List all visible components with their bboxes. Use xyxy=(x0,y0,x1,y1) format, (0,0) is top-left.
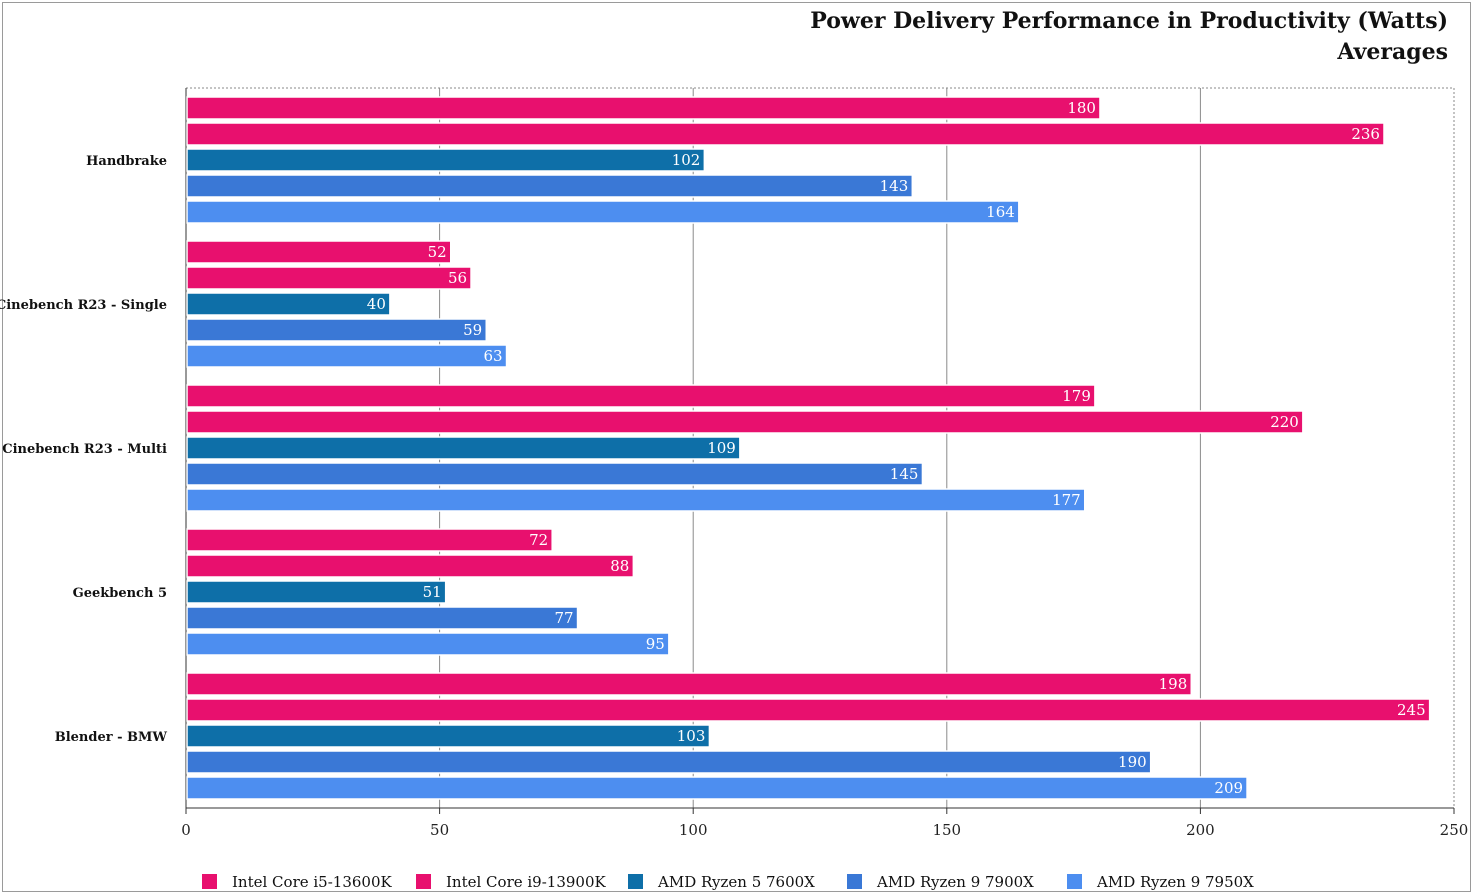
bar-value-label: 59 xyxy=(463,321,482,339)
bar xyxy=(186,96,1101,120)
bar-value-label: 179 xyxy=(1062,387,1091,405)
bar xyxy=(186,318,487,342)
legend-swatch xyxy=(202,874,217,889)
bar-value-label: 109 xyxy=(707,439,736,457)
bar-value-label: 209 xyxy=(1214,779,1243,797)
bar xyxy=(186,698,1431,722)
bar xyxy=(186,580,447,604)
bar xyxy=(186,410,1304,434)
bar xyxy=(186,292,391,316)
bar xyxy=(186,488,1086,512)
legend[interactable]: Intel Core i5-13600K Intel Core i9-13900K… xyxy=(202,873,1254,891)
bar xyxy=(186,240,452,264)
legend-label[interactable]: AMD Ryzen 9 7900X xyxy=(876,873,1034,891)
legend-label[interactable]: AMD Ryzen 9 7950X xyxy=(1096,873,1254,891)
x-tick-label: 50 xyxy=(430,821,449,839)
bar-value-label: 220 xyxy=(1270,413,1299,431)
x-tick-label: 150 xyxy=(932,821,961,839)
bar-value-label: 63 xyxy=(483,347,502,365)
bar xyxy=(186,436,741,460)
legend-swatch xyxy=(628,874,643,889)
bar xyxy=(186,266,472,290)
bar-value-label: 52 xyxy=(428,243,447,261)
bar-value-label: 103 xyxy=(677,727,706,745)
bar-value-label: 51 xyxy=(423,583,442,601)
bar-value-label: 95 xyxy=(646,635,665,653)
plot-area: 0 50 100 150 200 250 Handbrake 180 236 102 143 164 C… xyxy=(0,87,1469,839)
bar xyxy=(186,344,508,368)
bar xyxy=(186,462,924,486)
bar xyxy=(186,606,579,630)
bar-value-label: 245 xyxy=(1397,701,1426,719)
bar-value-label: 102 xyxy=(672,151,701,169)
bar-value-label: 198 xyxy=(1159,675,1188,693)
bar-value-label: 88 xyxy=(610,557,629,575)
category-label: Geekbench 5 xyxy=(73,586,167,601)
bar-value-label: 177 xyxy=(1052,491,1081,509)
category-label: Blender - BMW xyxy=(55,730,168,745)
bar xyxy=(186,554,635,578)
bar-value-label: 56 xyxy=(448,269,467,287)
legend-swatch xyxy=(1067,874,1082,889)
bar xyxy=(186,148,706,172)
category-label: Handbrake xyxy=(86,154,167,169)
bar xyxy=(186,384,1096,408)
bar xyxy=(186,750,1152,774)
category-label: Cinebench R23 - Multi xyxy=(2,442,167,457)
legend-swatch xyxy=(847,874,862,889)
x-tick-label: 200 xyxy=(1186,821,1215,839)
bar xyxy=(186,632,670,656)
bar xyxy=(186,174,914,198)
bar xyxy=(186,724,711,748)
legend-label[interactable]: Intel Core i9-13900K xyxy=(446,873,607,891)
bar xyxy=(186,776,1248,800)
legend-label[interactable]: Intel Core i5-13600K xyxy=(232,873,393,891)
chart-subtitle: Averages xyxy=(1336,39,1448,65)
x-tick-label: 0 xyxy=(181,821,191,839)
bar-value-label: 164 xyxy=(986,203,1015,221)
bar-value-label: 143 xyxy=(880,177,909,195)
bar-value-label: 72 xyxy=(529,531,548,549)
bar-value-label: 236 xyxy=(1351,125,1380,143)
bar xyxy=(186,122,1385,146)
legend-label[interactable]: AMD Ryzen 5 7600X xyxy=(657,873,815,891)
bar-value-label: 180 xyxy=(1067,99,1096,117)
bar xyxy=(186,200,1020,224)
bar xyxy=(186,672,1193,696)
x-tick-label: 250 xyxy=(1440,821,1469,839)
bar-value-label: 77 xyxy=(554,609,573,627)
chart-title: Power Delivery Performance in Productivi… xyxy=(810,8,1448,34)
legend-swatch xyxy=(416,874,431,889)
x-tick-label: 100 xyxy=(679,821,708,839)
bar-value-label: 145 xyxy=(890,465,919,483)
bar-value-label: 190 xyxy=(1118,753,1147,771)
category-label: Cinebench R23 - Single xyxy=(0,298,167,313)
bar xyxy=(186,528,553,552)
bar-value-label: 40 xyxy=(367,295,386,313)
